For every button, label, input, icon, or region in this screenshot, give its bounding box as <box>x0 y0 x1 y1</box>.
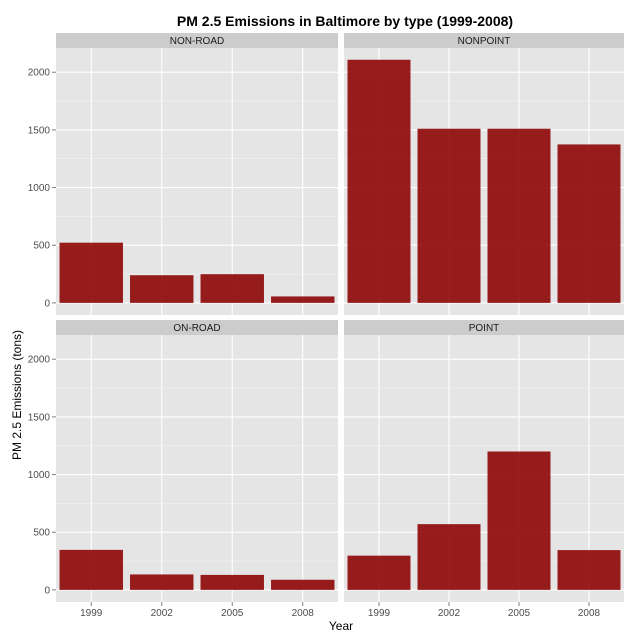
bar-on-road-2002 <box>130 574 194 590</box>
y-tick-label: 0 <box>44 585 50 596</box>
facet-on-road: ON-ROAD <box>56 320 338 602</box>
x-axis-ticks: 1999 2002 2005 2008 1999 2002 2005 2008 <box>80 602 601 619</box>
x-tick-label: 1999 <box>80 608 103 619</box>
x-tick-label: 2005 <box>221 608 244 619</box>
facet-nonpoint: NONPOINT <box>344 33 624 315</box>
facet-grid: NON-ROAD NONPOINT ON-ROAD POINT <box>56 33 624 602</box>
bar-point-2008 <box>557 550 621 590</box>
bar-point-1999 <box>347 555 411 590</box>
y-tick-label: 2000 <box>28 355 51 366</box>
facet-strip-label: POINT <box>469 323 500 334</box>
bar-non-road-2008 <box>271 296 335 303</box>
facet-strip-on-road <box>56 320 338 335</box>
x-tick-label: 2005 <box>508 608 531 619</box>
y-tick-label: 500 <box>33 241 50 252</box>
bar-on-road-2008 <box>271 579 335 590</box>
facet-strip-label: NONPOINT <box>458 36 511 47</box>
bar-nonpoint-2008 <box>557 144 621 303</box>
y-axis-label: PM 2.5 Emissions (tons) <box>10 330 24 460</box>
x-tick-label: 1999 <box>368 608 391 619</box>
bar-nonpoint-2005 <box>487 128 551 303</box>
facet-strip-label: ON-ROAD <box>173 323 220 334</box>
x-tick-label: 2002 <box>438 608 461 619</box>
y-tick-label: 1500 <box>28 125 51 136</box>
facet-strip-point <box>344 320 624 335</box>
y-tick-label: 1000 <box>28 183 51 194</box>
facet-strip-nonpoint <box>344 33 624 48</box>
bar-on-road-2005 <box>200 574 264 590</box>
bar-non-road-1999 <box>59 242 123 303</box>
bar-nonpoint-1999 <box>347 59 411 303</box>
bar-point-2002 <box>417 524 481 590</box>
x-tick-label: 2008 <box>292 608 315 619</box>
facet-non-road: NON-ROAD <box>56 33 338 315</box>
facet-strip-non-road <box>56 33 338 48</box>
y-tick-label: 1000 <box>28 470 51 481</box>
y-tick-label: 1500 <box>28 412 51 423</box>
x-axis-label: Year <box>329 619 353 633</box>
bar-non-road-2002 <box>130 275 194 303</box>
bar-nonpoint-2002 <box>417 128 481 303</box>
bar-on-road-1999 <box>59 549 123 590</box>
y-axis-ticks: 0 500 1000 1500 2000 0 500 1000 1500 2000 <box>28 68 56 596</box>
facet-strip-label: NON-ROAD <box>170 36 224 47</box>
y-tick-label: 0 <box>44 298 50 309</box>
x-tick-label: 2008 <box>578 608 601 619</box>
facet-point: POINT <box>344 320 624 602</box>
bar-non-road-2005 <box>200 274 264 303</box>
chart-title: PM 2.5 Emissions in Baltimore by type (1… <box>177 13 513 29</box>
y-tick-label: 2000 <box>28 68 51 79</box>
x-tick-label: 2002 <box>151 608 174 619</box>
bar-point-2005 <box>487 451 551 590</box>
y-tick-label: 500 <box>33 528 50 539</box>
